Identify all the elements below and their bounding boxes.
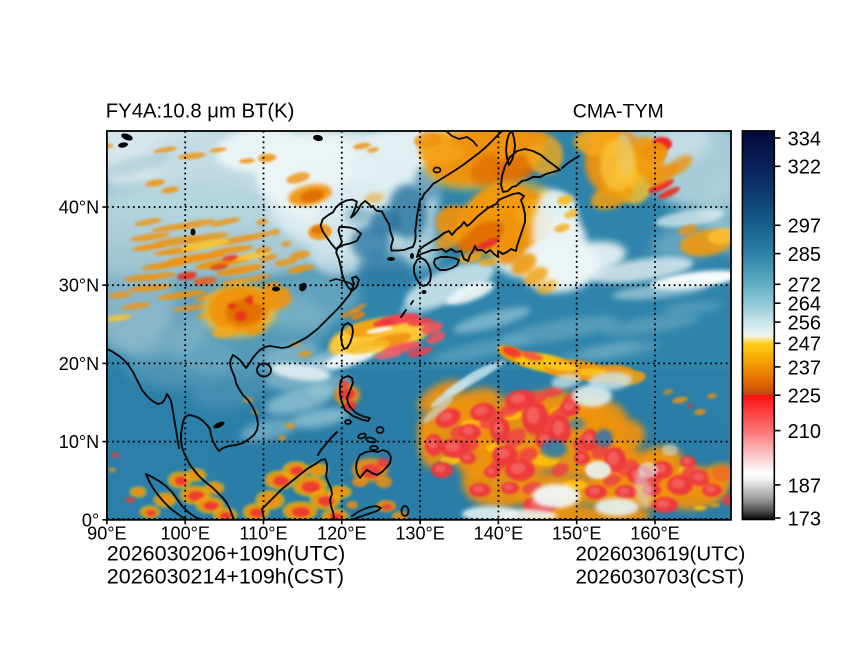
svg-text:0°: 0°	[82, 510, 99, 530]
svg-text:100°E: 100°E	[160, 524, 210, 544]
svg-text:140°E: 140°E	[474, 524, 524, 544]
svg-text:110°E: 110°E	[239, 524, 287, 544]
svg-text:2026030703(CST): 2026030703(CST)	[576, 566, 745, 589]
svg-text:210: 210	[788, 421, 821, 443]
svg-text:130°E: 130°E	[395, 524, 445, 544]
svg-text:40°N: 40°N	[59, 198, 99, 218]
svg-text:20°N: 20°N	[59, 354, 99, 374]
svg-text:285: 285	[788, 244, 821, 266]
svg-text:FY4A:10.8 μm BT(K): FY4A:10.8 μm BT(K)	[106, 101, 295, 123]
svg-text:160°E: 160°E	[630, 524, 680, 544]
svg-text:247: 247	[788, 334, 821, 356]
svg-text:10°N: 10°N	[59, 432, 99, 452]
svg-text:264: 264	[788, 294, 821, 316]
svg-text:CMA-TYM: CMA-TYM	[573, 101, 664, 123]
svg-text:322: 322	[788, 157, 821, 179]
svg-text:2026030619(UTC): 2026030619(UTC)	[576, 543, 746, 566]
svg-text:150°E: 150°E	[552, 524, 602, 544]
svg-text:256: 256	[788, 313, 821, 335]
svg-text:297: 297	[788, 216, 821, 238]
svg-text:272: 272	[788, 275, 821, 297]
svg-text:225: 225	[788, 386, 821, 408]
svg-text:173: 173	[788, 508, 821, 530]
svg-text:334: 334	[788, 128, 821, 150]
svg-text:2026030214+109h(CST): 2026030214+109h(CST)	[107, 565, 344, 589]
svg-text:90°E: 90°E	[87, 524, 126, 544]
svg-text:2026030206+109h(UTC): 2026030206+109h(UTC)	[107, 542, 345, 566]
svg-text:30°N: 30°N	[59, 276, 99, 296]
svg-text:237: 237	[788, 357, 821, 379]
svg-text:120°E: 120°E	[317, 524, 367, 544]
svg-text:187: 187	[788, 475, 821, 497]
